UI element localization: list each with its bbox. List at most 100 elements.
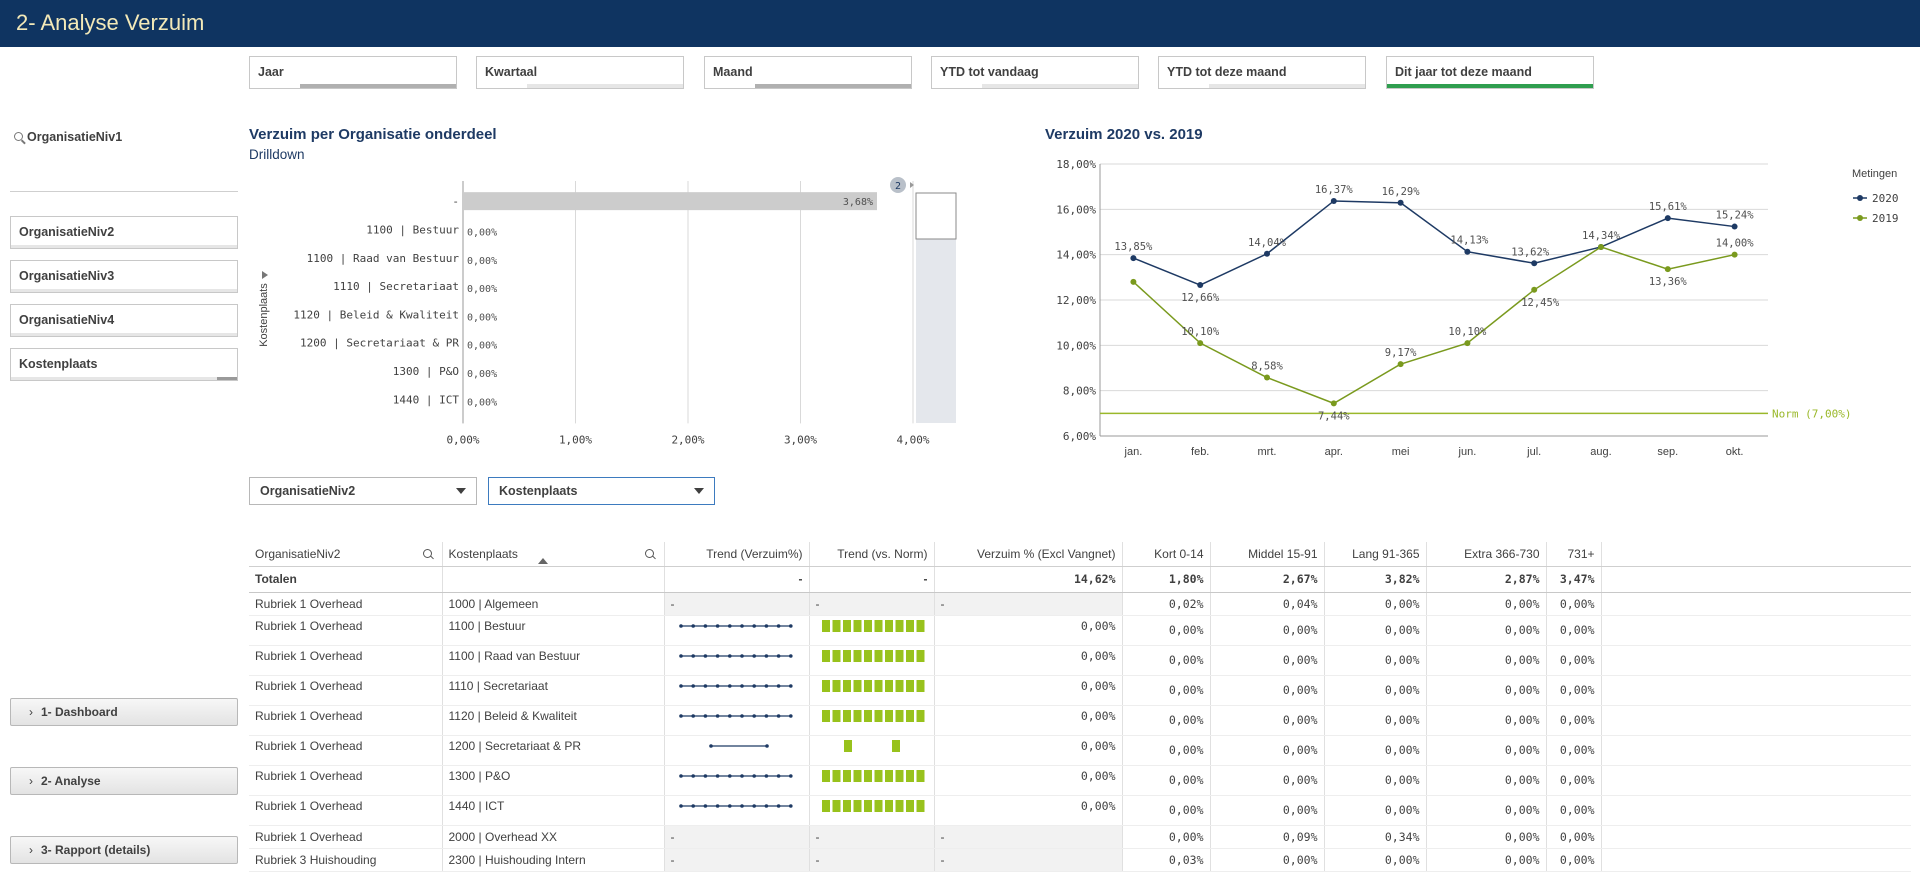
filter-jaar[interactable]: Jaar <box>249 56 457 89</box>
filter-label: YTD tot deze maand <box>1167 65 1287 79</box>
table-row[interactable]: Rubriek 1 Overhead 1200 | Secretariaat & … <box>249 735 1911 766</box>
nav-analyse-button[interactable]: › 2- Analyse <box>10 767 238 795</box>
sparkline-point <box>751 773 756 778</box>
table-row[interactable]: Rubriek 1 Overhead 1100 | Raad van Bestuu… <box>249 645 1911 676</box>
data-label: 0,00% <box>467 227 497 238</box>
dropdown-organisatieniv2[interactable]: OrganisatieNiv2 <box>249 477 477 505</box>
cell-trend-verzuim <box>664 645 810 676</box>
norm-bar <box>863 769 872 782</box>
table-row[interactable]: Rubriek 3 Huishouding 2300 | Huishouding … <box>249 848 1911 872</box>
sparkline-point <box>764 803 768 808</box>
col-header-label: OrganisatieNiv2 <box>255 546 341 561</box>
filter-dit-jaar[interactable]: Dit jaar tot deze maand <box>1386 56 1594 89</box>
field-organisatieniv4[interactable]: OrganisatieNiv4 <box>10 304 238 337</box>
nav-rapport-button[interactable]: › 3- Rapport (details) <box>10 836 238 864</box>
norm-bars <box>843 739 900 752</box>
data-label: 16,37% <box>1315 184 1354 196</box>
cell-731: 0,00% <box>1546 795 1602 826</box>
cell-lang: 0,00% <box>1324 615 1427 646</box>
table-row[interactable]: Rubriek 1 Overhead 1440 | ICT 0,00% 0,00% 0,… <box>249 795 1911 826</box>
table-row[interactable]: Rubriek 1 Overhead 2000 | Overhead XX - - -0… <box>249 825 1911 849</box>
sparkline-point <box>739 803 744 808</box>
x-tick-label: 1,00% <box>559 433 592 446</box>
y-axis-title: Kostenplaats <box>258 283 270 347</box>
field-kostenplaats[interactable]: Kostenplaats <box>10 348 238 381</box>
cell-trend-verzuim <box>664 765 810 796</box>
table-row[interactable]: Rubriek 1 Overhead 1300 | P&O 0,00% 0,00% 0,… <box>249 765 1911 796</box>
cell-731: 0,00% <box>1546 735 1602 766</box>
field-organisatieniv3[interactable]: OrganisatieNiv3 <box>10 260 238 293</box>
cell-extra: 0,00% <box>1426 615 1547 646</box>
norm-bar <box>821 769 830 782</box>
norm-bar <box>916 799 924 812</box>
norm-bars <box>821 619 924 632</box>
table-row[interactable]: Rubriek 1 Overhead 1110 | Secretariaat 0,0… <box>249 675 1911 706</box>
col-header-kostenplaats[interactable]: Kostenplaats <box>442 542 665 567</box>
legend-label: 2020 <box>1872 192 1899 205</box>
col-header-verzuim-pct[interactable]: Verzuim % (Excl Vangnet) <box>934 542 1123 567</box>
filter-ytd-vandaag[interactable]: YTD tot vandaag <box>931 56 1139 89</box>
cell-lang: 0,00% <box>1324 848 1427 872</box>
cell-731: 0,00% <box>1546 615 1602 646</box>
search-organisatieniv1[interactable]: OrganisatieNiv1 <box>14 130 122 144</box>
nav-dashboard-button[interactable]: › 1- Dashboard <box>10 698 238 726</box>
line-chart[interactable]: 6,00% 8,00% 10,00% 12,00% 14,00% 16,00% 18,00%… <box>1030 150 1915 470</box>
norm-bar <box>874 769 882 782</box>
trend-sparkline <box>678 623 793 628</box>
cell-extra: 0,00% <box>1426 645 1547 676</box>
bar-chart[interactable]: 0,00% 1,00% 2,00% 3,00% 4,00% Kostenplaats - 3,… <box>250 175 970 460</box>
norm-bar <box>874 799 882 812</box>
table-row[interactable]: Rubriek 1 Overhead 1000 | Algemeen - - -0,02… <box>249 592 1911 616</box>
category-label: 1100 | Bestuur <box>366 223 459 236</box>
series-line-2020 <box>1133 200 1735 286</box>
x-tick-label: 3,00% <box>784 433 817 446</box>
search-icon[interactable] <box>644 549 654 558</box>
search-icon[interactable] <box>422 549 432 558</box>
data-point <box>1130 255 1137 262</box>
x-tick-label: sep. <box>1657 446 1678 458</box>
nav-label: 3- Rapport (details) <box>41 843 151 857</box>
data-point <box>1330 197 1337 204</box>
norm-bar <box>832 769 840 782</box>
field-organisatieniv2[interactable]: OrganisatieNiv2 <box>10 216 238 249</box>
data-label: 10,10% <box>1181 326 1220 338</box>
data-point <box>1197 340 1204 347</box>
col-header-lang[interactable]: Lang 91-365 <box>1324 542 1427 567</box>
col-header-organisatieniv2[interactable]: OrganisatieNiv2 <box>249 542 443 567</box>
dropdown-kostenplaats[interactable]: Kostenplaats <box>488 477 715 505</box>
sparkline-point <box>788 653 793 658</box>
col-header-label: Kort 0-14 <box>1154 546 1204 561</box>
col-header-extra[interactable]: Extra 366-730 <box>1426 542 1547 567</box>
filter-kwartaal[interactable]: Kwartaal <box>476 56 684 89</box>
drill-badge <box>890 177 906 193</box>
filter-maand[interactable]: Maand <box>704 56 912 89</box>
cell-kort: 0,00% <box>1122 615 1211 646</box>
norm-bar <box>842 709 851 722</box>
filter-bar <box>300 84 456 88</box>
col-header-trend-verzuim[interactable]: Trend (Verzuim%) <box>664 542 810 567</box>
norm-bar <box>863 799 872 812</box>
norm-bar <box>842 769 851 782</box>
sparkline-point <box>715 773 719 778</box>
col-header-trend-norm[interactable]: Trend (vs. Norm) <box>809 542 935 567</box>
data-point <box>1731 251 1738 258</box>
nav-label: 1- Dashboard <box>41 705 118 719</box>
col-header-middel[interactable]: Middel 15-91 <box>1210 542 1325 567</box>
norm-bar <box>905 799 914 812</box>
filter-ytd-maand[interactable]: YTD tot deze maand <box>1158 56 1366 89</box>
cell-kostenplaats: 1000 | Algemeen <box>442 592 665 616</box>
norm-bar <box>874 679 882 692</box>
cell-middel: 0,00% <box>1210 615 1325 646</box>
norm-bar <box>863 679 872 692</box>
col-header-731[interactable]: 731+ <box>1546 542 1602 567</box>
filter-bar <box>982 84 1138 88</box>
cell-verzuim: 0,00% <box>934 705 1123 736</box>
sparkline-point <box>776 803 780 808</box>
cell-filler <box>1601 645 1911 676</box>
table-row[interactable]: Rubriek 1 Overhead 1120 | Beleid & Kwalit… <box>249 705 1911 736</box>
col-header-kort[interactable]: Kort 0-14 <box>1122 542 1211 567</box>
totals-731: 3,47% <box>1546 566 1602 593</box>
cell-kort: 0,00% <box>1122 795 1211 826</box>
sparkline-point <box>776 653 780 658</box>
table-row[interactable]: Rubriek 1 Overhead 1100 | Bestuur 0,00% 0,0… <box>249 615 1911 646</box>
